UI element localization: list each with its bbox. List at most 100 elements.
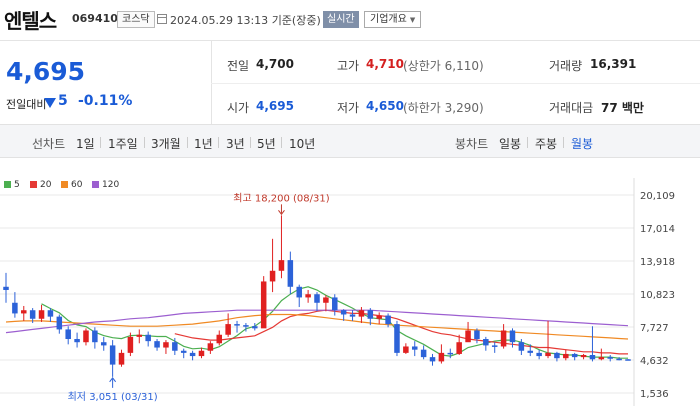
chart-period-tabs: 선차트 1일 1주일 3개월 1년 3년 5년 10년 봉차트 일봉 주봉 월봉 (0, 124, 700, 158)
y-tick-label: 1,536 (640, 389, 669, 400)
candle-body (580, 355, 587, 358)
volume-value: 16,391 (590, 57, 637, 71)
candle-body (474, 330, 480, 340)
prev-close-value: 4,700 (256, 57, 294, 71)
down-triangle-icon (44, 98, 56, 108)
candle-body (411, 346, 418, 350)
ma20-line (174, 309, 628, 355)
tab-1day[interactable]: 1일 (76, 137, 95, 151)
realtime-button[interactable]: 실시간 (323, 11, 359, 28)
candle-body (225, 324, 231, 335)
company-info-dropdown[interactable]: 기업개요 ▼ (364, 11, 422, 28)
tab-daily-candle[interactable]: 일봉 (499, 137, 522, 151)
candle-body (616, 358, 622, 361)
y-axis: 20,109 17,014 13,918 10,823 7,727 4,632 1,536 (640, 191, 675, 400)
candle-body (465, 330, 471, 343)
candle-body (136, 334, 143, 337)
candle-body (12, 302, 18, 314)
candle-body (625, 359, 631, 361)
tab-monthly-candle[interactable]: 월봉 (571, 137, 594, 151)
y-tick-label: 20,109 (640, 191, 675, 202)
volume-label: 거래량 (549, 59, 583, 73)
max-price-annotation: 최고 18,200 (08/31) (233, 192, 329, 204)
min-arrow-head (109, 377, 117, 383)
tab-10year[interactable]: 10년 (289, 137, 316, 151)
candle-body (536, 352, 542, 357)
candle-body (127, 336, 134, 353)
candle-body (483, 339, 489, 346)
candle-body (376, 315, 382, 319)
candle-body (118, 352, 125, 365)
tab-separator (187, 137, 188, 148)
tab-separator (527, 137, 528, 148)
quote-datetime: 2024.05.29 13:13 기준(장중) (170, 14, 321, 27)
tab-3year[interactable]: 3년 (226, 137, 245, 151)
tab-1year[interactable]: 1년 (194, 137, 213, 151)
candle-body (92, 330, 98, 343)
y-tick-label: 17,014 (640, 224, 675, 235)
tab-1week[interactable]: 1주일 (108, 137, 138, 151)
tab-separator (250, 137, 251, 148)
candle-body (21, 310, 27, 314)
ma120-line (5, 309, 629, 334)
divider (211, 83, 700, 84)
candle-body (554, 352, 560, 359)
open-label: 시가 (227, 101, 250, 115)
candle-body (234, 324, 240, 326)
candle-body (589, 355, 596, 360)
candle-body (260, 281, 267, 329)
tab-line-chart[interactable]: 선차트 (32, 137, 66, 151)
candle-body (74, 339, 80, 343)
max-arrow-head (278, 210, 285, 216)
legend-ma20: 20 (30, 180, 51, 190)
tab-separator (281, 137, 282, 148)
candle-body (252, 326, 258, 329)
legend-ma5: 5 (4, 180, 20, 190)
candle-body (305, 294, 311, 298)
high-value: 4,710 (366, 57, 404, 71)
candle-body (269, 270, 276, 282)
upper-limit: (상한가 6,110) (403, 59, 484, 73)
tab-5year[interactable]: 5년 (257, 137, 276, 151)
candle-body (287, 260, 294, 287)
amount-value: 77 백만 (601, 101, 644, 115)
min-price-annotation: 최저 3,051 (03/31) (68, 391, 158, 403)
tab-separator (144, 137, 145, 148)
tab-3month[interactable]: 3개월 (151, 137, 181, 151)
candle-body (349, 314, 356, 317)
candle-body (323, 297, 329, 303)
candle-body (456, 342, 462, 354)
candle-body (65, 329, 71, 340)
candle-body (545, 352, 551, 357)
candle-body (47, 310, 54, 317)
candle-body (145, 334, 151, 342)
candle-body (163, 342, 169, 348)
stock-name[interactable]: 엔텔스 (4, 9, 57, 33)
y-tick-label: 4,632 (640, 356, 669, 367)
quote-panel: 4,695 전일대비 5 -0.11% 전일 4,700 고가 4,710 (상… (0, 40, 700, 125)
candle-body (109, 345, 116, 365)
candle-body (56, 316, 63, 330)
candle-body (447, 352, 454, 355)
calendar-icon (157, 14, 167, 24)
tab-candle-chart[interactable]: 봉차트 (455, 137, 489, 151)
ma60-line (5, 313, 629, 340)
candlestick-chart[interactable]: 20,10917,01413,91810,8237,7274,6321,536 … (0, 158, 700, 406)
chart-grid (0, 178, 635, 406)
candle-body (314, 294, 320, 303)
candle-body (216, 334, 223, 344)
candle-body (278, 260, 285, 271)
legend-swatch (4, 181, 11, 188)
stock-header: 엔텔스 069410 코스닥 2024.05.29 13:13 기준(장중) 실… (0, 0, 700, 40)
annotations: 최고 18,200 (08/31) 최저 3,051 (03/31) (68, 192, 330, 402)
tab-weekly-candle[interactable]: 주봉 (535, 137, 558, 151)
candle-body (340, 310, 347, 315)
candle-body (83, 330, 89, 343)
low-label: 저가 (337, 101, 360, 115)
legend-ma120: 120 (92, 180, 119, 190)
candle-body (367, 310, 374, 319)
amount-label: 거래대금 (549, 101, 594, 115)
candle-body (394, 324, 400, 353)
candle-body (29, 310, 36, 319)
legend-swatch (92, 181, 99, 188)
